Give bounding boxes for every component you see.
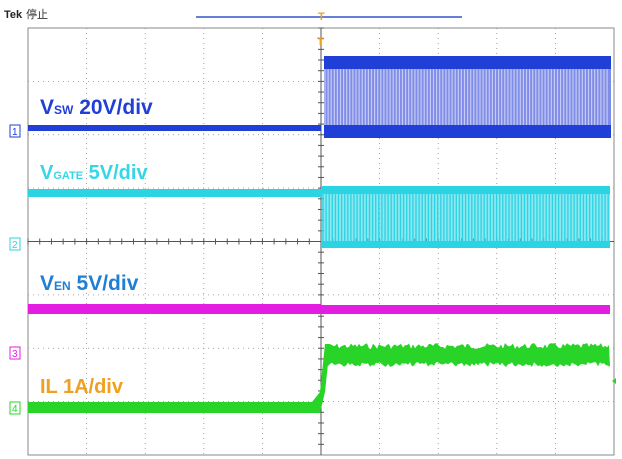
ven-trace-after: [321, 305, 610, 314]
vsw-trace-pulses: [324, 69, 608, 125]
vgate-scale-label: VGATE 5V/div: [40, 162, 148, 184]
il-trace-high: [325, 343, 610, 367]
il-offset-marker: [612, 378, 616, 384]
il-trace-low: [28, 402, 313, 413]
waveform-traces: [28, 56, 616, 413]
graticule: [27, 27, 615, 456]
acquisition-status: 停止: [26, 7, 48, 21]
vgate-trace-idle: [28, 189, 321, 197]
ch1-marker: 1: [9, 124, 21, 138]
vsw-trace-low-edge: [324, 125, 611, 138]
svg-text:3: 3: [12, 349, 18, 360]
svg-text:4: 4: [12, 404, 18, 415]
vsw-trace-high-edge: [324, 56, 611, 69]
ch2-marker: 2: [9, 237, 21, 251]
brand-label: Tek: [4, 9, 23, 21]
svg-text:2: 2: [12, 240, 18, 251]
vsw-trace-idle: [28, 125, 321, 131]
il-trace-rise: [312, 344, 330, 413]
ch3-marker: 3: [9, 346, 21, 360]
vsw-scale-label: VSW 20V/div: [40, 96, 153, 119]
ven-trace-low: [28, 304, 321, 314]
il-scale-label: IL 1A/div: [40, 376, 124, 398]
vgate-trace-pulses: [322, 194, 609, 241]
trigger-point-marker: T: [317, 36, 324, 48]
ven-scale-label: VEN 5V/div: [40, 272, 139, 295]
vgate-trace-low-edge: [321, 241, 610, 248]
vgate-trace-high-edge: [321, 186, 610, 194]
ch4-marker: 4: [9, 401, 21, 415]
svg-text:1: 1: [12, 127, 18, 138]
trigger-position-marker: T: [318, 11, 325, 23]
